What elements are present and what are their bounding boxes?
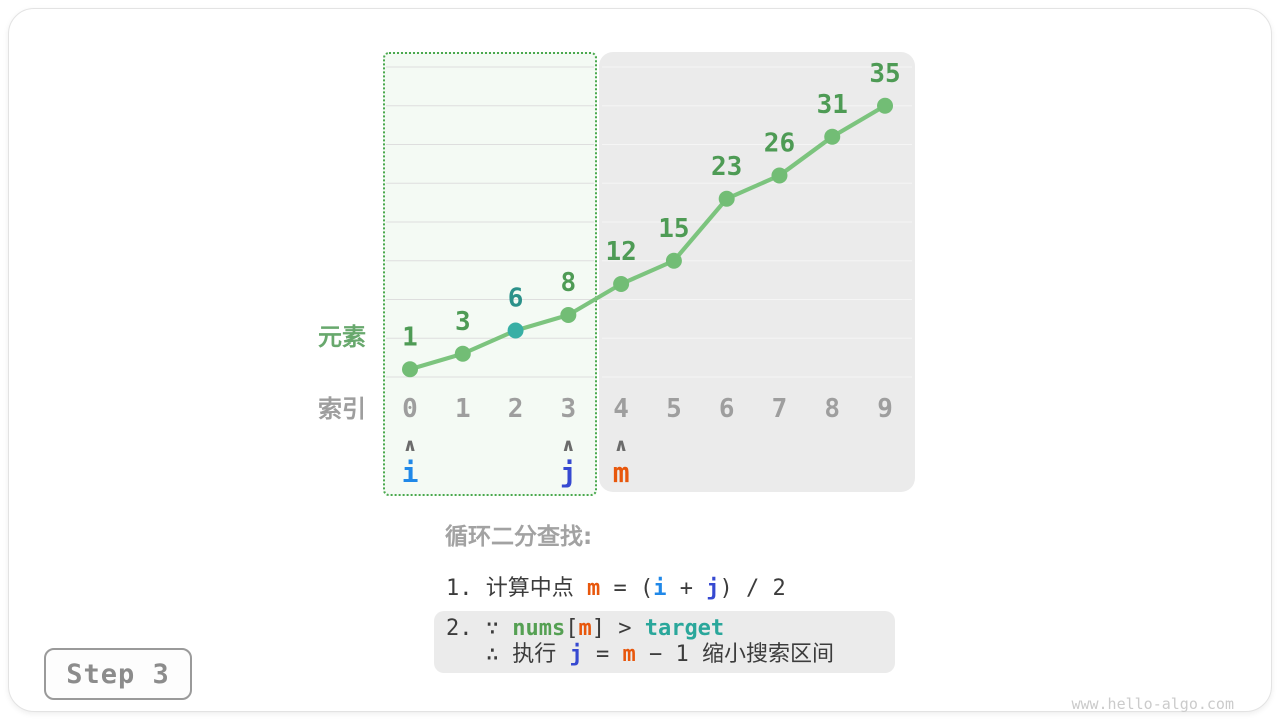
token-j: j <box>569 642 583 667</box>
token-text: = ( <box>600 576 654 601</box>
token-m: m <box>586 576 601 601</box>
caption-heading: 循环二分查找: <box>445 524 593 550</box>
token-nums: nums <box>512 616 566 641</box>
step-badge: Step 3 <box>44 648 192 700</box>
excluded-range-region <box>599 52 915 492</box>
token-m: m <box>578 616 592 641</box>
token-target: target <box>644 616 725 641</box>
caption-step-1: 1. 计算中点 m = (i + j) / 2 <box>446 570 786 602</box>
token-j: j <box>706 576 720 601</box>
figure-card: 1 3 6 8 12 15 23 26 31 35 0 1 2 3 4 5 6 7 8 9 元素 索引 ∧ i ∧ j ∧ m 循环二… <box>8 8 1272 713</box>
token-text: [ <box>565 616 579 641</box>
caption-step-2-line-2: ∴ 执行 j = m − 1 缩小搜索区间 <box>446 642 883 668</box>
watermark: www.hello-algo.com <box>1071 695 1234 713</box>
token-text: 2. ∵ <box>446 616 513 641</box>
token-i: i <box>653 576 667 601</box>
caption-step-2-box: 2. ∵ nums[m] > target ∴ 执行 j = m − 1 缩小搜… <box>434 611 895 673</box>
token-text: 1. 计算中点 <box>446 576 587 601</box>
token-text: + <box>666 576 707 601</box>
token-text: = <box>582 642 623 667</box>
token-text: ) / 2 <box>719 576 786 601</box>
x-axis-label: 索引 <box>318 395 366 423</box>
token-text: ∴ 执行 <box>446 642 570 667</box>
token-text: − 1 缩小搜索区间 <box>635 642 834 667</box>
step-badge-label: Step 3 <box>66 658 170 690</box>
token-text: ] > <box>591 616 645 641</box>
token-m: m <box>622 642 636 667</box>
y-axis-label: 元素 <box>318 323 366 351</box>
search-range-region <box>383 52 597 496</box>
caption-step-2-line-1: 2. ∵ nums[m] > target <box>446 616 883 642</box>
